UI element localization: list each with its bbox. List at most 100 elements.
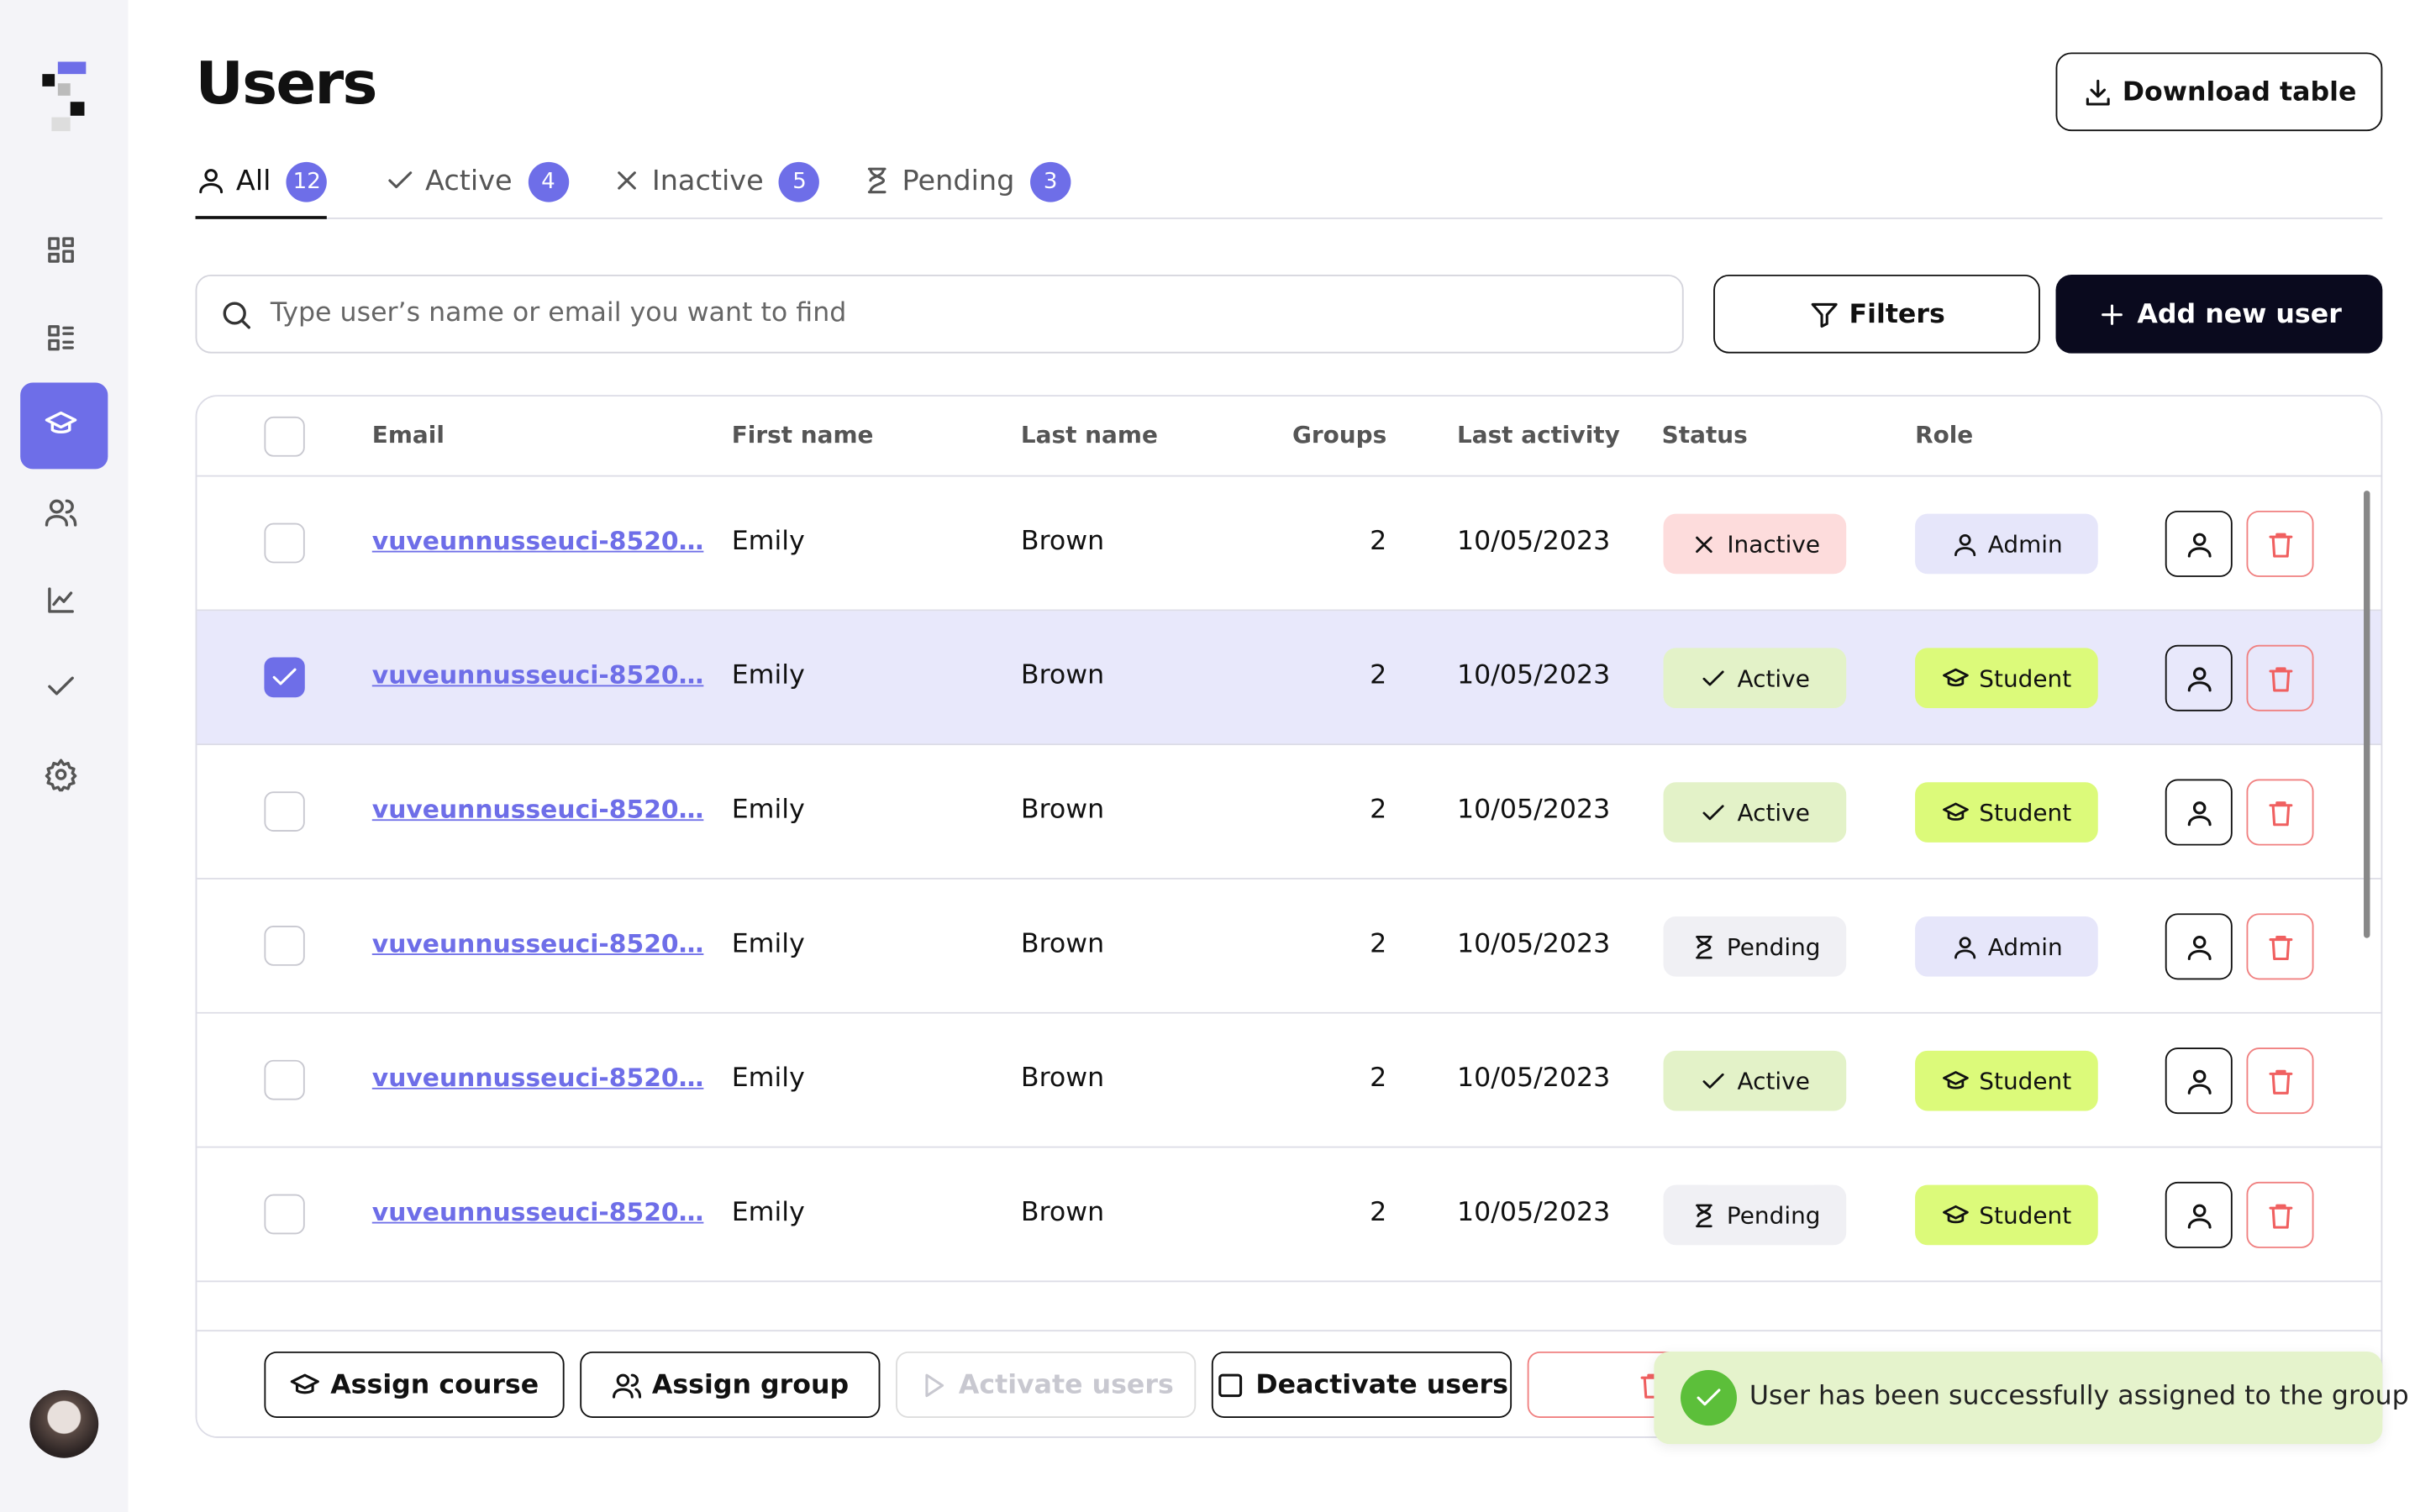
bulk-action-label: Deactivate users (1255, 1369, 1508, 1400)
nav-item[interactable] (44, 583, 82, 620)
status-label: Inactive (1727, 529, 1821, 558)
email-link[interactable]: vuveunnusseuci-8520… (371, 1063, 704, 1093)
first-name: Emily (731, 1063, 805, 1095)
status-label: Active (1737, 1067, 1810, 1095)
first-name: Emily (731, 794, 805, 826)
icon (2086, 78, 2109, 105)
first-name: Emily (731, 526, 805, 558)
email-link[interactable]: vuveunnusseuci-8520… (371, 1197, 704, 1227)
table-row: vuveunnusseuci-8520… Emily Brown 2 10/05/202… (197, 745, 2381, 879)
nav-item[interactable] (44, 758, 82, 795)
tab-label: Active (425, 165, 513, 198)
icon (291, 1373, 320, 1394)
email-link[interactable]: vuveunnusseuci-8520… (371, 794, 704, 824)
role-label: Admin (1987, 932, 2063, 961)
add-user-button[interactable]: Add new user (2055, 274, 2383, 354)
profile-button[interactable] (2165, 1047, 2233, 1115)
checkbox[interactable] (264, 522, 305, 564)
profile-button[interactable] (2165, 644, 2233, 711)
tab-count: 3 (1029, 161, 1071, 202)
icon (2186, 801, 2211, 826)
status-pill: Pending (1663, 916, 1847, 977)
checkbox[interactable] (264, 416, 305, 457)
download-button[interactable]: Download table (2055, 52, 2383, 132)
header-divider (197, 475, 2381, 477)
toast-message: User has been successfully assigned to t… (1749, 1380, 2409, 1412)
email-link[interactable]: vuveunnusseuci-8520… (371, 660, 704, 690)
last-activity: 10/05/2023 (1456, 526, 1611, 558)
last-name: Brown (1020, 1063, 1105, 1095)
icon (2186, 1203, 2211, 1228)
icon (223, 302, 250, 329)
icon (867, 167, 886, 194)
delete-button[interactable] (2246, 510, 2314, 577)
icon (2268, 666, 2292, 691)
icon (2268, 801, 2292, 826)
bulk-action-button: Activate users (896, 1351, 1197, 1418)
toast-icon (1681, 1370, 1737, 1426)
sidebar (0, 0, 129, 1512)
email-link[interactable]: vuveunnusseuci-8520… (371, 526, 704, 556)
role-pill: Admin (1915, 916, 2098, 977)
nav-item[interactable] (44, 407, 82, 444)
tab-label: Inactive (651, 165, 764, 198)
icon (2102, 303, 2123, 325)
delete-button[interactable] (2246, 644, 2314, 711)
profile-button[interactable] (2165, 913, 2233, 980)
checkbox[interactable] (264, 1059, 305, 1100)
nav-item[interactable] (44, 669, 82, 706)
column-header: Email (371, 421, 445, 449)
bulk-action-label: Activate users (958, 1369, 1174, 1400)
groups: 2 (1370, 660, 1387, 691)
nav-item[interactable] (44, 233, 82, 270)
filters-button[interactable]: Filters (1713, 274, 2040, 354)
nav-item[interactable] (44, 496, 82, 533)
checkbox[interactable] (264, 1194, 305, 1235)
delete-button[interactable] (2246, 1181, 2314, 1248)
tab[interactable]: All 12 (195, 160, 328, 219)
bulk-action-button[interactable]: Assign course (264, 1351, 565, 1418)
icon (1697, 1389, 1721, 1406)
checkbox[interactable] (264, 791, 305, 832)
search-placeholder: Type user’s name or email you want to fi… (270, 297, 847, 329)
bulk-action-button[interactable]: Deactivate users (1211, 1351, 1512, 1418)
checkbox[interactable] (264, 657, 305, 698)
checkbox[interactable] (264, 926, 305, 966)
search-input[interactable]: Type user’s name or email you want to fi… (195, 274, 1684, 354)
icon (1943, 1205, 1969, 1223)
groups: 2 (1370, 1063, 1387, 1095)
table-row: vuveunnusseuci-8520… Emily Brown 2 10/05/202… (197, 611, 2381, 746)
tab[interactable]: Inactive 5 (611, 160, 820, 219)
profile-button[interactable] (2165, 779, 2233, 846)
toast: User has been successfully assigned to t… (1654, 1351, 2409, 1445)
delete-button[interactable] (2246, 913, 2314, 980)
icon (2186, 666, 2211, 691)
delete-button[interactable] (2246, 1047, 2314, 1115)
last-activity: 10/05/2023 (1456, 660, 1611, 691)
tab-count: 5 (779, 161, 820, 202)
first-name: Emily (731, 1197, 805, 1229)
status-label: Active (1737, 664, 1810, 692)
role-pill: Admin (1915, 513, 2098, 575)
last-name: Brown (1020, 526, 1105, 558)
button-label: Add new user (2137, 298, 2342, 330)
last-name: Brown (1020, 928, 1105, 960)
last-activity: 10/05/2023 (1456, 1063, 1611, 1095)
avatar[interactable] (29, 1389, 99, 1458)
table-row: vuveunnusseuci-8520… Emily Brown 2 10/05/202… (197, 476, 2381, 612)
tabs-divider (195, 217, 2383, 219)
icon (618, 171, 636, 190)
tab[interactable]: Pending 3 (861, 160, 1071, 219)
email-link[interactable]: vuveunnusseuci-8520… (371, 928, 704, 958)
first-name: Emily (731, 928, 805, 960)
status-pill: Active (1663, 648, 1847, 709)
nav-item[interactable] (44, 321, 82, 358)
profile-button[interactable] (2165, 1181, 2233, 1248)
delete-button[interactable] (2246, 779, 2314, 846)
button-label: Download table (2122, 76, 2357, 108)
profile-button[interactable] (2165, 510, 2233, 577)
groups: 2 (1370, 1197, 1387, 1229)
tab[interactable]: Active 4 (385, 160, 569, 219)
last-activity: 10/05/2023 (1456, 1197, 1611, 1229)
bulk-action-button[interactable]: Assign group (580, 1351, 881, 1418)
